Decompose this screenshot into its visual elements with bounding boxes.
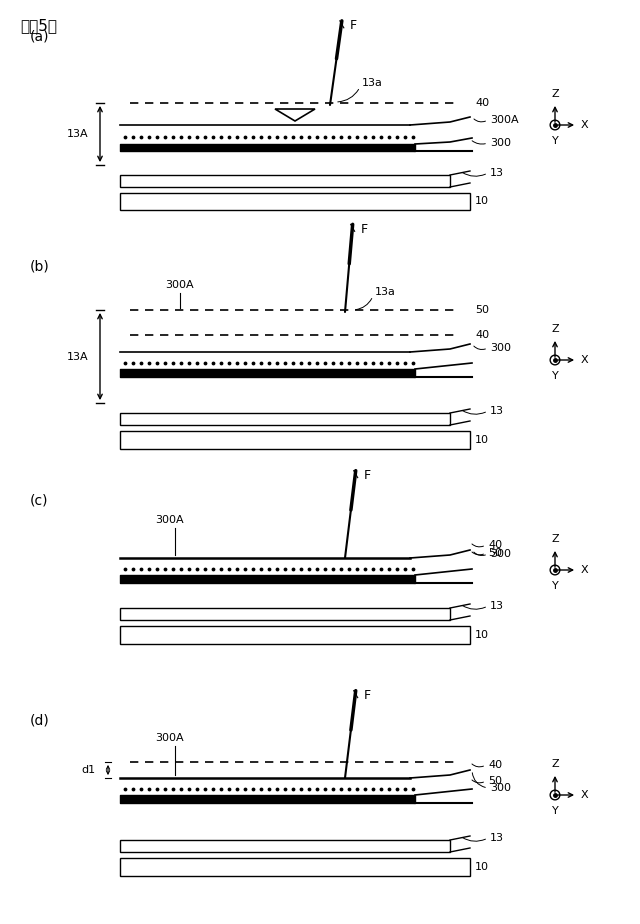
Text: Z: Z [551,324,559,334]
Text: 13: 13 [490,168,504,178]
Text: F: F [364,689,371,702]
Text: Y: Y [552,371,558,381]
Bar [120,608,450,620]
Text: 300A: 300A [490,115,518,125]
Text: 13A: 13A [67,351,89,361]
Text: F: F [361,223,368,236]
Text: X: X [581,120,589,130]
Text: d1: d1 [81,765,95,775]
Text: X: X [581,355,589,365]
Bar [120,626,470,644]
Text: 50: 50 [475,305,489,315]
Text: Z: Z [551,759,559,769]
Bar [120,840,450,852]
Text: Y: Y [552,581,558,591]
Bar [120,858,470,876]
Text: 10: 10 [475,630,489,640]
Text: 300: 300 [490,138,511,148]
Text: (b): (b) [30,259,50,273]
Text: (a): (a) [30,29,49,43]
Text: 10: 10 [475,862,489,872]
Text: 【図5】: 【図5】 [20,18,57,33]
Polygon shape [275,109,315,121]
Text: F: F [350,19,357,32]
Text: Y: Y [552,806,558,816]
Text: (c): (c) [30,494,49,508]
Text: 300A: 300A [165,280,194,290]
Text: F: F [364,469,371,482]
Text: Z: Z [551,534,559,544]
Text: X: X [581,565,589,575]
Bar [120,413,450,425]
Text: 300: 300 [490,549,511,559]
Text: 40: 40 [488,760,502,770]
Text: 10: 10 [475,435,489,445]
Text: 40: 40 [488,540,502,550]
Bar [120,431,470,449]
Text: Y: Y [552,136,558,146]
Text: 13a: 13a [362,78,383,88]
Text: 300A: 300A [155,515,184,525]
Text: 300: 300 [490,783,511,793]
Text: 10: 10 [475,197,489,206]
Bar [120,175,450,187]
Text: 300: 300 [490,343,511,353]
Text: Z: Z [551,89,559,99]
Text: 13A: 13A [67,129,89,139]
Text: 13a: 13a [375,287,396,297]
Text: 40: 40 [475,330,489,340]
Bar [120,193,470,210]
Text: X: X [581,790,589,800]
Text: 50: 50 [488,776,502,786]
Text: 40: 40 [475,98,489,108]
Text: 13: 13 [490,833,504,843]
Text: 50: 50 [488,548,502,558]
Text: 13: 13 [490,406,504,416]
Text: (d): (d) [30,714,50,728]
Text: 13: 13 [490,601,504,611]
Text: 300A: 300A [155,733,184,743]
